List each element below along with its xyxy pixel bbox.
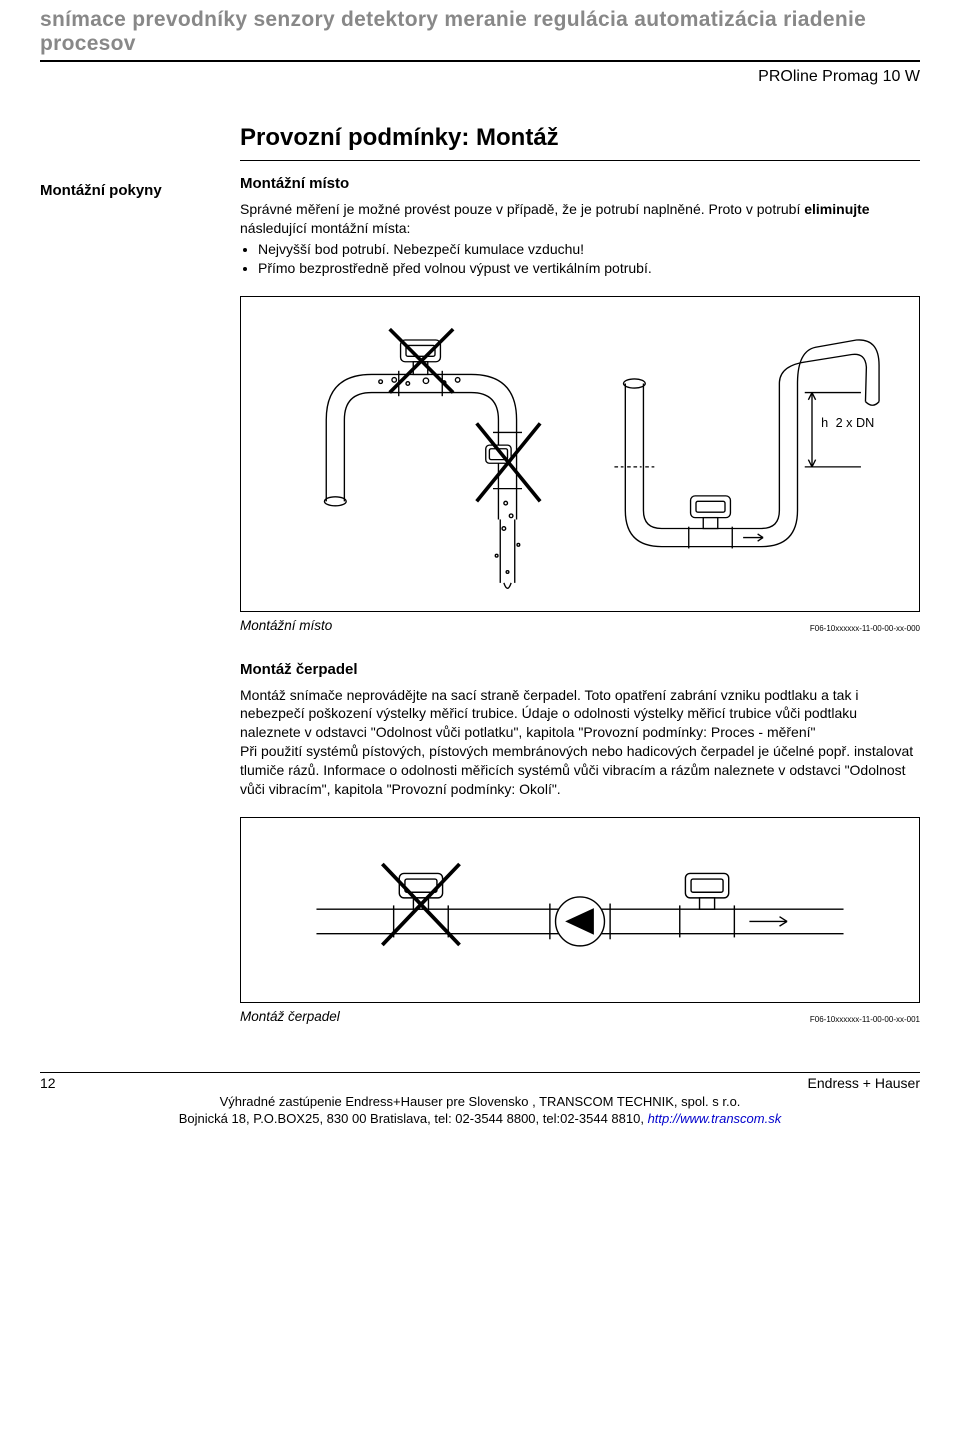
fig2-code: F06-10xxxxxx-11-00-00-xx-001 bbox=[810, 1015, 920, 1024]
sec1-p1a: Správné měření je možné provést pouze v … bbox=[240, 201, 804, 217]
footer-link[interactable]: http://www.transcom.sk bbox=[648, 1111, 782, 1126]
sec1-p1b: eliminujte bbox=[804, 201, 869, 217]
footer-line1: Výhradné zastúpenie Endress+Hauser pre S… bbox=[40, 1093, 920, 1111]
sec1-bullet1: Nejvyšší bod potrubí. Nebezpečí kumulace… bbox=[258, 240, 920, 259]
page-h1: Provozní podmínky: Montáž bbox=[240, 114, 920, 160]
fig1-label-dn: 2 x DN bbox=[836, 416, 875, 430]
figure1-svg: h 2 x DN bbox=[251, 311, 909, 601]
sec2-p1: Montáž snímače neprovádějte na sací stra… bbox=[240, 686, 920, 743]
fig2-caption: Montáž čerpadel bbox=[240, 1009, 340, 1024]
figure2-box bbox=[240, 817, 920, 1003]
document-title: PROline Promag 10 W bbox=[40, 62, 920, 114]
fig1-caption: Montážní místo bbox=[240, 618, 332, 633]
footer-line2a: Bojnická 18, P.O.BOX25, 830 00 Bratislav… bbox=[179, 1111, 648, 1126]
sec1-bullet2: Přímo bezprostředně před volnou výpust v… bbox=[258, 259, 920, 278]
top-banner-text: snímace prevodníky senzory detektory mer… bbox=[40, 0, 920, 60]
sec2-p2: Při použití systémů pístových, pístových… bbox=[240, 742, 920, 799]
fig1-label-h: h bbox=[821, 416, 828, 430]
fig1-code: F06-10xxxxxx-11-00-00-xx-000 bbox=[810, 624, 920, 633]
sec1-p1c: následující montážní místa: bbox=[240, 220, 410, 236]
sec1-para: Správné měření je možné provést pouze v … bbox=[240, 200, 920, 238]
footer-brand: Endress + Hauser bbox=[808, 1075, 920, 1091]
page-number: 12 bbox=[40, 1075, 56, 1091]
figure2-svg bbox=[251, 832, 909, 992]
footer-line2: Bojnická 18, P.O.BOX25, 830 00 Bratislav… bbox=[40, 1110, 920, 1128]
sec1-bullets: Nejvyšší bod potrubí. Nebezpečí kumulace… bbox=[240, 240, 920, 278]
sec2-heading: Montáž čerpadel bbox=[240, 661, 920, 678]
footer: 12 Endress + Hauser Výhradné zastúpenie … bbox=[40, 1072, 920, 1128]
side-heading: Montážní pokyny bbox=[40, 114, 240, 199]
sec1-heading: Montážní místo bbox=[240, 175, 920, 192]
figure1-box: h 2 x DN bbox=[240, 296, 920, 612]
rule-under-h1 bbox=[240, 160, 920, 161]
